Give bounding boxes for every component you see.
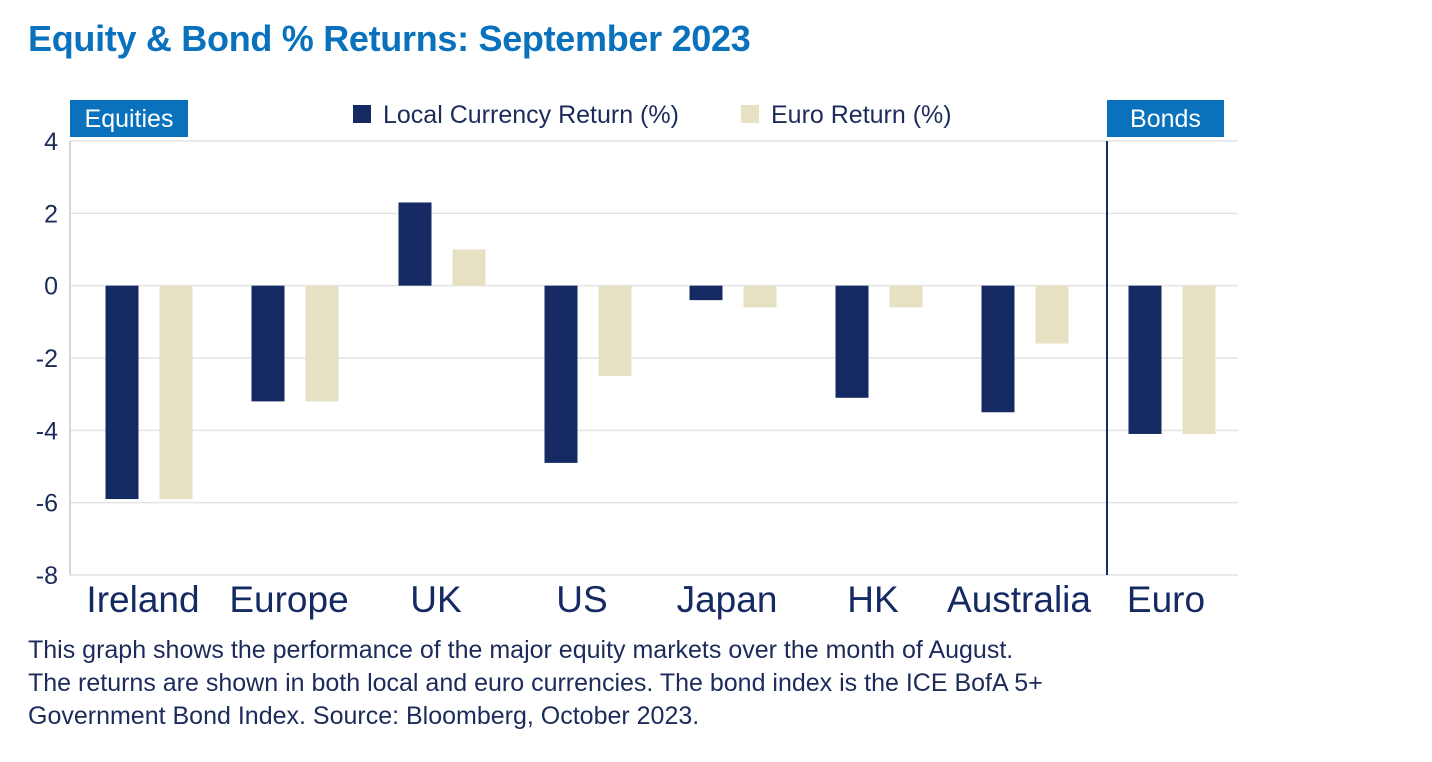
y-tick-label: 2 bbox=[44, 200, 58, 228]
y-tick-label: -4 bbox=[36, 417, 58, 445]
x-tick-label: UK bbox=[410, 579, 462, 620]
bar-euro-japan bbox=[743, 285, 777, 308]
bar-local-uk bbox=[398, 202, 432, 286]
y-tick-label: -8 bbox=[36, 562, 58, 590]
y-tick-label: -2 bbox=[36, 345, 58, 373]
legend-swatch-euro bbox=[741, 105, 759, 123]
section-tag-bonds bbox=[1107, 100, 1224, 137]
chart-title: Equity & Bond % Returns: September 2023 bbox=[28, 18, 751, 59]
caption-line: This graph shows the performance of the … bbox=[28, 636, 1014, 664]
bar-euro-euro bbox=[1182, 285, 1216, 434]
bar-euro-ireland bbox=[159, 285, 193, 500]
caption-line: The returns are shown in both local and … bbox=[28, 669, 1043, 697]
bar-euro-uk bbox=[452, 249, 486, 286]
y-tick-label: -6 bbox=[36, 490, 58, 518]
legend-swatch-local bbox=[353, 105, 371, 123]
x-tick-label: Ireland bbox=[86, 579, 199, 620]
bar-chart: 4 2 0 -2 -4 -6 -8 Ireland Europe UK US Japan HK Austr… bbox=[36, 100, 1238, 620]
legend-label: Local Currency Return (%) bbox=[383, 101, 679, 129]
bar-local-euro bbox=[1128, 285, 1162, 434]
y-tick-label: 0 bbox=[44, 273, 58, 301]
bar-local-ireland bbox=[105, 285, 139, 500]
section-tag-equities bbox=[70, 100, 188, 137]
x-tick-label: Euro bbox=[1127, 579, 1205, 620]
x-tick-label: Australia bbox=[947, 579, 1091, 620]
section-tag-label: Bonds bbox=[1130, 105, 1201, 133]
bar-local-japan bbox=[689, 285, 723, 301]
bar-local-europe bbox=[251, 285, 285, 402]
chart-caption: This graph shows the performance of the … bbox=[28, 634, 1228, 733]
bar-euro-australia bbox=[1035, 285, 1069, 344]
bar-local-us bbox=[544, 285, 578, 463]
bar-euro-hk bbox=[889, 285, 923, 308]
x-tick-label: Japan bbox=[677, 579, 778, 620]
y-tick-label: 4 bbox=[44, 128, 58, 156]
x-tick-label: US bbox=[556, 579, 607, 620]
caption-line: Government Bond Index. Source: Bloomberg… bbox=[28, 702, 700, 730]
section-tag-label: Equities bbox=[85, 105, 174, 133]
legend-label: Euro Return (%) bbox=[771, 101, 952, 129]
bar-local-hk bbox=[835, 285, 869, 398]
x-tick-label: HK bbox=[847, 579, 899, 620]
bar-euro-us bbox=[598, 285, 632, 377]
bar-local-australia bbox=[981, 285, 1015, 413]
bar-euro-europe bbox=[305, 285, 339, 402]
x-tick-label: Europe bbox=[229, 579, 348, 620]
